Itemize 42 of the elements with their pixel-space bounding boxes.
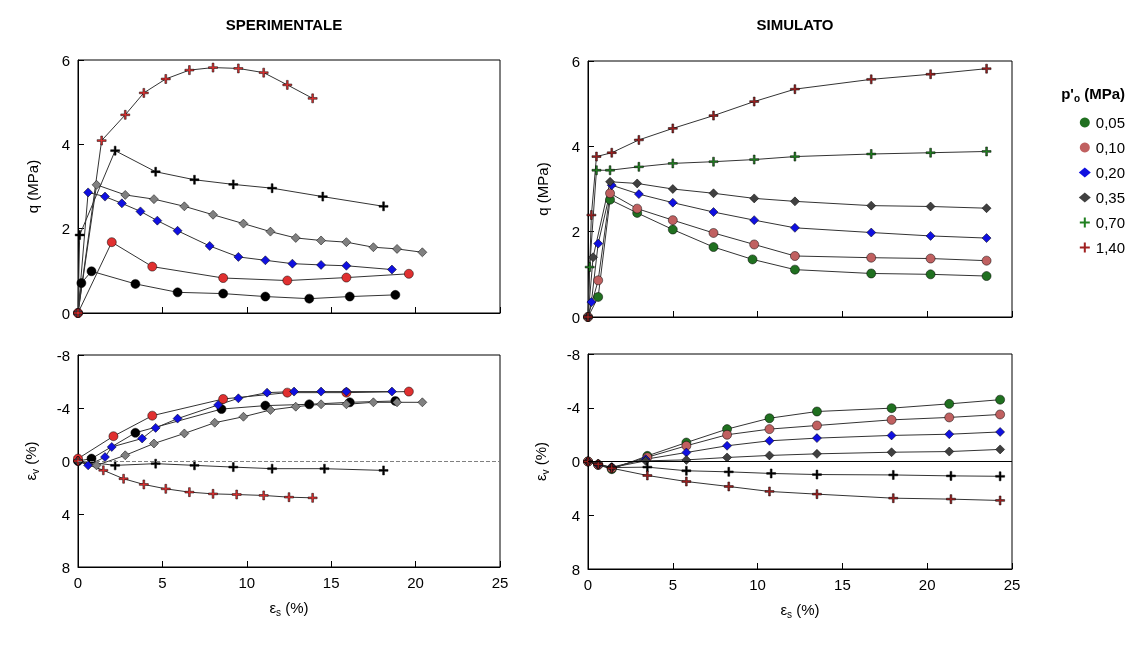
- chart-title: SPERIMENTALE: [225, 16, 343, 33]
- y-axis-title: q (MPa): [534, 162, 551, 216]
- y-tick-label: 6: [61, 51, 70, 69]
- y-tick-label: -8: [56, 346, 70, 364]
- x-tick-label: 5: [158, 574, 167, 591]
- chart-title: SIMULATO: [756, 16, 834, 33]
- y-tick-label: -4: [56, 399, 70, 417]
- x-tick-label: 10: [749, 576, 766, 593]
- y-tick-label: 4: [571, 506, 580, 524]
- x-tick-label: 20: [407, 574, 424, 591]
- legend-label: 1,40: [1095, 239, 1126, 256]
- y-tick-label: 4: [571, 137, 580, 155]
- x-tick-label: 20: [918, 576, 936, 593]
- y-tick-label: 4: [61, 135, 70, 153]
- y-tick-label: -8: [566, 345, 580, 363]
- y-tick-label: 0: [61, 452, 70, 470]
- legend-label: 0,05: [1095, 114, 1126, 131]
- y-axis-title: εv (%): [21, 441, 41, 481]
- y-tick-label: 6: [571, 52, 580, 70]
- y-axis-title: εv (%): [531, 441, 551, 482]
- x-tick-label: 25: [491, 574, 509, 591]
- legend-label: 0,70: [1095, 214, 1126, 231]
- y-tick-label: 2: [61, 220, 70, 238]
- x-tick-label: 25: [1003, 576, 1021, 593]
- y-tick-label: 8: [61, 558, 70, 576]
- y-tick-label: 4: [61, 505, 70, 523]
- legend-label: 0,20: [1095, 164, 1126, 181]
- x-tick-label: 15: [834, 576, 851, 593]
- y-axis-title: q (MPa): [24, 159, 41, 214]
- y-tick-label: 0: [571, 308, 580, 326]
- y-tick-label: -4: [566, 399, 580, 417]
- x-tick-label: 0: [583, 576, 593, 593]
- x-tick-label: 15: [322, 574, 340, 591]
- y-tick-label: 2: [571, 223, 580, 241]
- legend-label: 0,35: [1095, 189, 1126, 206]
- x-tick-label: 5: [668, 576, 677, 593]
- x-tick-label: 0: [73, 574, 83, 591]
- y-tick-label: 8: [571, 560, 580, 578]
- x-tick-label: 10: [238, 574, 256, 591]
- y-tick-label: 0: [571, 453, 580, 470]
- y-tick-label: 0: [61, 304, 70, 322]
- legend-label: 0,10: [1095, 139, 1126, 156]
